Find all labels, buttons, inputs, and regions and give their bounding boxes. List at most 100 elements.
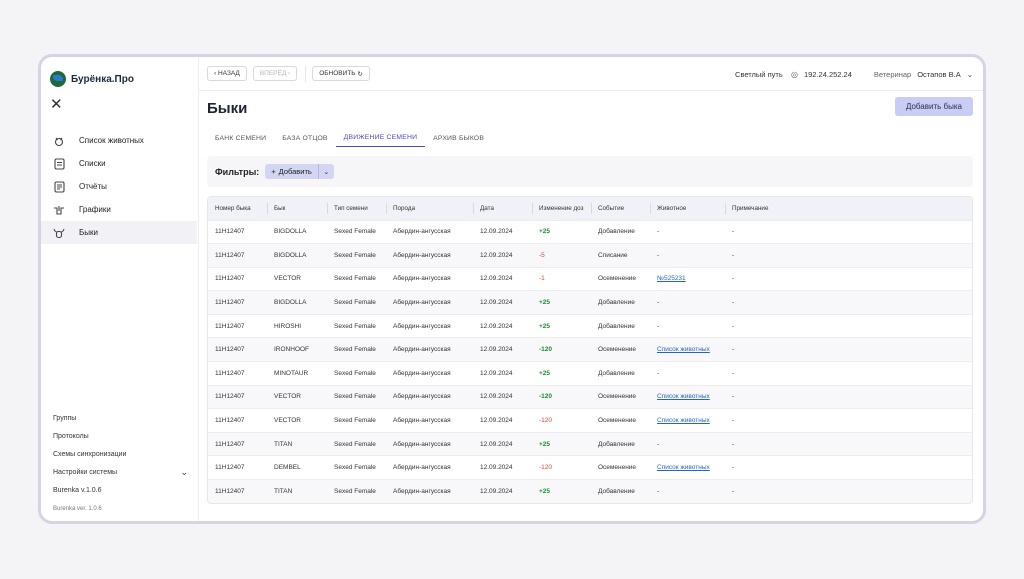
- table-row[interactable]: 11H12407 VECTOR Sexed Female Абердин-ангусс…: [208, 266, 972, 291]
- table-cell: -: [650, 290, 725, 315]
- table-row[interactable]: 11H12407 HIROSHI Sexed Female Абердин-ангус…: [208, 313, 972, 338]
- table-row[interactable]: 11H12407 DEMBEL Sexed Female Абердин-ангусс…: [208, 455, 972, 480]
- column-header[interactable]: Примечание: [725, 197, 972, 220]
- tab-sires-base[interactable]: БАЗА ОТЦОВ: [282, 134, 328, 142]
- globe-icon: ◎: [788, 69, 798, 79]
- add-bull-button[interactable]: Добавить быка: [894, 97, 973, 116]
- sidebar-link-settings[interactable]: Настройки системы ⌄: [53, 466, 188, 477]
- table-cell: 12.09.2024: [473, 243, 532, 268]
- table-cell: IRONHOOF: [267, 337, 327, 362]
- logo[interactable]: Бурёнка.Про: [50, 71, 134, 87]
- column-header[interactable]: Порода: [386, 197, 473, 220]
- sidebar-item-bulls[interactable]: Быки: [41, 221, 197, 244]
- animal-link[interactable]: №525231: [657, 275, 686, 283]
- table-cell: Добавление: [591, 313, 650, 338]
- tab-semen-bank[interactable]: БАНК СЕМЕНИ: [215, 134, 267, 142]
- add-filter-button[interactable]: + Добавить: [265, 164, 318, 179]
- table-cell: Абердин-ангусская: [386, 479, 473, 504]
- table-cell: VECTOR: [267, 384, 327, 409]
- sidebar-nav: Список животных Списки Отчёты Графики: [41, 129, 197, 244]
- sidebar-item-charts[interactable]: Графики: [41, 198, 197, 221]
- table-cell: Список животных: [650, 337, 725, 362]
- table-cell: 11H12407: [208, 243, 267, 268]
- table-cell: Список животных: [650, 384, 725, 409]
- table-cell: -: [725, 455, 972, 480]
- tabs: БАНК СЕМЕНИ БАЗА ОТЦОВ ДВИЖЕНИЕ СЕМЕНИ А…: [207, 129, 492, 147]
- table-row[interactable]: 11H12407 MINOTAUR Sexed Female Абердин-ангу…: [208, 361, 972, 386]
- logo-icon: [50, 71, 66, 87]
- table-cell: Sexed Female: [327, 219, 386, 244]
- filters-label: Фильтры:: [215, 166, 260, 177]
- table-cell: 11H12407: [208, 455, 267, 480]
- sidebar-item-reports[interactable]: Отчёты: [41, 175, 197, 198]
- table-row[interactable]: 11H12407 BIGDOLLA Sexed Female Абердин-ангу…: [208, 219, 972, 244]
- sidebar-link-groups[interactable]: Группы: [53, 414, 77, 422]
- table-cell: Абердин-ангусская: [386, 408, 473, 433]
- table-cell: Sexed Female: [327, 313, 386, 338]
- tab-bulls-archive[interactable]: АРХИВ БЫКОВ: [433, 134, 485, 142]
- table-cell: Абердин-ангусская: [386, 243, 473, 268]
- column-header[interactable]: Изменение доз: [532, 197, 591, 220]
- farm-name: Светлый путь: [735, 69, 783, 79]
- add-filter-dropdown[interactable]: ⌄: [317, 164, 334, 179]
- table-row[interactable]: 11H12407 VECTOR Sexed Female Абердин-ангусс…: [208, 384, 972, 409]
- table-cell: Sexed Female: [327, 290, 386, 315]
- table-row[interactable]: 11H12407 TITAN Sexed Female Абердин-ангусск…: [208, 431, 972, 456]
- table-cell: -120: [532, 455, 591, 480]
- table-row[interactable]: 11H12407 BIGDOLLA Sexed Female Абердин-ангу…: [208, 290, 972, 315]
- refresh-icon: ↻: [355, 70, 363, 78]
- sidebar-item-lists[interactable]: Списки: [41, 152, 197, 175]
- sidebar: Бурёнка.Про ✕ Список животных Списки От: [41, 57, 199, 521]
- chevron-right-icon: ›: [286, 70, 291, 77]
- table-cell: Осеменение: [591, 266, 650, 291]
- table-cell: 11H12407: [208, 290, 267, 315]
- sidebar-item-animals[interactable]: Список животных: [41, 129, 197, 152]
- sidebar-link-sync-schemes[interactable]: Схемы синхронизации: [53, 450, 127, 458]
- top-right-info: Светлый путь ◎ 192.24.252.24 Ветеринар О…: [735, 57, 973, 91]
- table-cell: Абердин-ангусская: [386, 455, 473, 480]
- table-cell: Списание: [591, 243, 650, 268]
- user-name[interactable]: Остапов В.А: [917, 69, 961, 79]
- table-cell: -: [650, 243, 725, 268]
- forward-button[interactable]: ВПЕРЁД ›: [252, 66, 298, 81]
- table-cell: 12.09.2024: [473, 337, 532, 362]
- chevron-down-icon[interactable]: ⌄: [966, 69, 973, 79]
- table-cell: -: [725, 266, 972, 291]
- column-header[interactable]: Событие: [591, 197, 650, 220]
- close-sidebar-icon[interactable]: ✕: [50, 96, 63, 113]
- table-cell: +25: [532, 431, 591, 456]
- table-cell: -: [650, 361, 725, 386]
- back-button[interactable]: ‹ НАЗАД: [207, 66, 247, 81]
- column-header[interactable]: Номер быка: [208, 197, 267, 220]
- sidebar-link-protocols[interactable]: Протоколы: [53, 432, 89, 440]
- table-row[interactable]: 11H12407 VECTOR Sexed Female Абердин-ангусс…: [208, 408, 972, 433]
- sidebar-item-label: Список животных: [79, 136, 144, 145]
- table-row[interactable]: 11H12407 IRONHOOF Sexed Female Абердин-ангу…: [208, 337, 972, 362]
- animal-link[interactable]: Список животных: [657, 464, 710, 472]
- app-version-small: Burenka ver. 1.0.6: [53, 506, 102, 512]
- refresh-button[interactable]: ОБНОВИТЬ ↻: [312, 66, 370, 81]
- table-cell: Добавление: [591, 479, 650, 504]
- table-row[interactable]: 11H12407 BIGDOLLA Sexed Female Абердин-ангу…: [208, 243, 972, 268]
- table-row[interactable]: 11H12407 TITAN Sexed Female Абердин-ангусск…: [208, 479, 972, 504]
- tab-semen-movement[interactable]: ДВИЖЕНИЕ СЕМЕНИ: [335, 129, 426, 147]
- animal-link[interactable]: Список животных: [657, 393, 710, 401]
- table-cell: +25: [532, 479, 591, 504]
- column-header[interactable]: Дата: [473, 197, 532, 220]
- column-header[interactable]: Бык: [267, 197, 327, 220]
- divider: [305, 65, 307, 82]
- table-cell: Осеменение: [591, 337, 650, 362]
- list-icon: [53, 157, 65, 170]
- table-cell: -1: [532, 266, 591, 291]
- column-header[interactable]: Животное: [650, 197, 725, 220]
- animal-link[interactable]: Список животных: [657, 417, 710, 425]
- table-cell: +25: [532, 290, 591, 315]
- table-cell: -: [725, 408, 972, 433]
- table-cell: Sexed Female: [327, 266, 386, 291]
- sidebar-item-label: Графики: [79, 205, 111, 214]
- column-header[interactable]: Тип семени: [327, 197, 386, 220]
- table-cell: -: [725, 337, 972, 362]
- table-cell: 11H12407: [208, 384, 267, 409]
- table-cell: -: [725, 479, 972, 504]
- animal-link[interactable]: Список животных: [657, 346, 710, 354]
